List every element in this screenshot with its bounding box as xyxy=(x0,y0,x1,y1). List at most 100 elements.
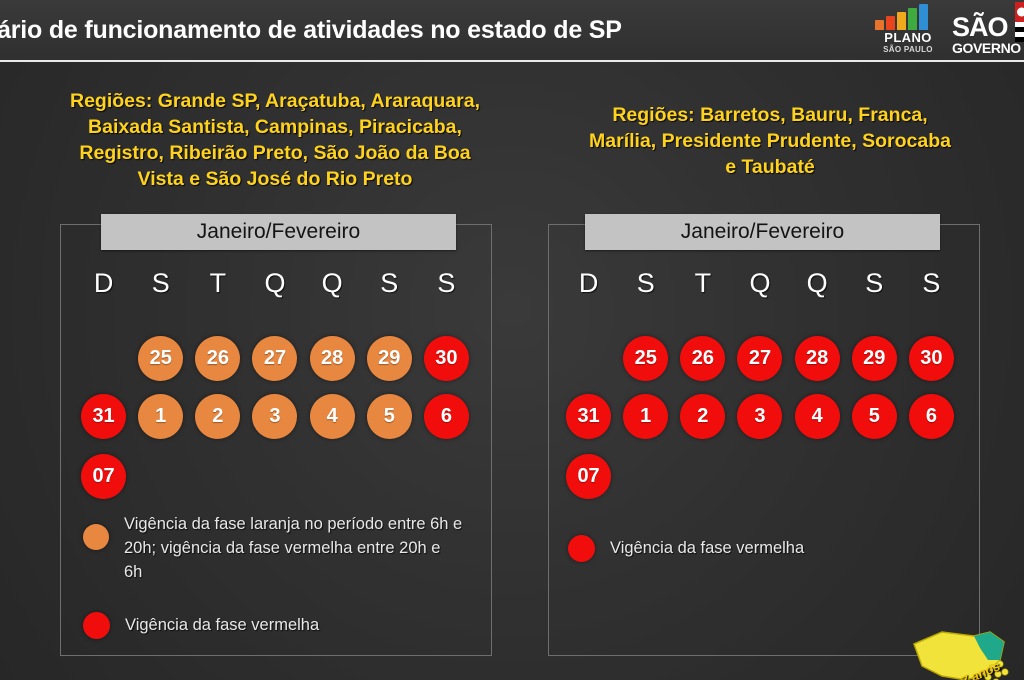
calendar-week-row: 07 xyxy=(560,452,960,500)
month-band-right: Janeiro/Fevereiro xyxy=(585,214,940,250)
calendar-cell xyxy=(617,452,674,500)
calendar-day-31-red[interactable]: 31 xyxy=(566,393,612,439)
calendar-week-row: 31 1 2 3 4 5 6 xyxy=(75,392,475,440)
calendar-day-29-orange[interactable]: 29 xyxy=(366,335,412,381)
calendar-day-26-orange[interactable]: 26 xyxy=(195,335,241,381)
calendar-day-4-orange[interactable]: 4 xyxy=(309,393,355,439)
plano-logo-bar xyxy=(897,12,906,30)
slide-body: Regiões: Grande SP, Araçatuba, Araraquar… xyxy=(0,62,1024,680)
weekday-label-0: D xyxy=(578,268,599,298)
regions-label-right: Regiões: Barretos, Bauru, Franca, Maríli… xyxy=(589,104,951,178)
calendar-cell: 28 xyxy=(304,334,361,382)
calendar-cell: 2 xyxy=(189,392,246,440)
calendar-cell xyxy=(304,452,361,500)
plano-logo-bar xyxy=(908,8,917,30)
calendar-day-28-orange[interactable]: 28 xyxy=(309,335,355,381)
calendar-cell xyxy=(246,452,303,500)
calendar-day-28-red[interactable]: 28 xyxy=(794,335,840,381)
slide-header: dário de funcionamento de atividades no … xyxy=(0,0,1024,62)
calendar-cell: 07 xyxy=(75,452,132,500)
calendar-day-5-red[interactable]: 5 xyxy=(851,393,897,439)
weekday-label-5: S xyxy=(380,268,399,298)
calendar-cell: 6 xyxy=(903,392,960,440)
calendar-cell xyxy=(418,452,475,500)
weekday-label-4: Q xyxy=(321,268,343,298)
calendar-cell: 29 xyxy=(361,334,418,382)
calendar-day-5-orange[interactable]: 5 xyxy=(366,393,412,439)
calendar-cell xyxy=(132,452,189,500)
legend-item-red: Vigência da fase vermelha xyxy=(83,612,463,639)
calendar-cell xyxy=(560,334,617,382)
header-divider xyxy=(0,60,1024,62)
plano-logo-bar xyxy=(875,20,884,30)
calendar-day-3-orange[interactable]: 3 xyxy=(252,393,298,439)
legend-swatch-orange xyxy=(83,524,109,550)
calendar-day-6-red[interactable]: 6 xyxy=(423,393,469,439)
weekday-label-1: S xyxy=(636,268,655,298)
calendar-cell: 30 xyxy=(418,334,475,382)
month-band-left: Janeiro/Fevereiro xyxy=(101,214,456,250)
calendar-day-1-orange[interactable]: 1 xyxy=(138,393,184,439)
calendar-day-26-red[interactable]: 26 xyxy=(680,335,726,381)
calendar-day-31-red[interactable]: 31 xyxy=(81,393,127,439)
plano-sao-paulo-logo: PLANO SÃO PAULO xyxy=(872,4,944,54)
calendar-day-27-orange[interactable]: 27 xyxy=(252,335,298,381)
calendar-cell: 31 xyxy=(75,392,132,440)
calendar-week-row: 25 26 27 28 29 30 xyxy=(75,334,475,382)
legend-label-red: Vigência da fase vermelha xyxy=(610,539,805,557)
weekday-label-6: S xyxy=(922,268,941,298)
weekday-label-1: S xyxy=(151,268,170,298)
calendar-cell xyxy=(903,452,960,500)
calendar-cell: 25 xyxy=(617,334,674,382)
calendar-cell: 26 xyxy=(189,334,246,382)
calendar-day-4-red[interactable]: 4 xyxy=(794,393,840,439)
legend-label-orange: Vigência da fase laranja no período entr… xyxy=(124,515,463,581)
legend-item-red: Vigência da fase vermelha xyxy=(568,535,928,562)
plano-logo-bar xyxy=(886,16,895,30)
calendar-cell: 4 xyxy=(304,392,361,440)
bar-chart-icon xyxy=(875,4,937,30)
calendar-cell: 25 xyxy=(132,334,189,382)
calendar-day-07-red[interactable]: 07 xyxy=(566,453,612,499)
calendar-cell: 29 xyxy=(846,334,903,382)
plano-logo-bar xyxy=(919,4,928,30)
calendar-day-6-red[interactable]: 6 xyxy=(908,393,954,439)
calendar-day-25-orange[interactable]: 25 xyxy=(138,335,184,381)
calendar-day-3-red[interactable]: 3 xyxy=(737,393,783,439)
calendar-day-25-red[interactable]: 25 xyxy=(623,335,669,381)
calendar-cell xyxy=(674,452,731,500)
calendar-day-30-red[interactable]: 30 xyxy=(908,335,954,381)
weekday-label-6: S xyxy=(437,268,456,298)
calendar-cell: 6 xyxy=(418,392,475,440)
calendar-cell xyxy=(846,452,903,500)
calendar-day-27-red[interactable]: 27 xyxy=(737,335,783,381)
sao-paulo-map-icon xyxy=(913,631,1009,680)
calendar-day-1-red[interactable]: 1 xyxy=(623,393,669,439)
calendar-day-07-red[interactable]: 07 xyxy=(81,453,127,499)
calendar-day-2-orange[interactable]: 2 xyxy=(195,393,241,439)
calendar-cell: 30 xyxy=(903,334,960,382)
calendar-cell: 5 xyxy=(846,392,903,440)
calendar-day-29-red[interactable]: 29 xyxy=(851,335,897,381)
calendar-cell: 27 xyxy=(731,334,788,382)
weekday-label-4: Q xyxy=(806,268,828,298)
calendar-cell xyxy=(75,334,132,382)
legend-item-orange: Vigência da fase laranja no período entr… xyxy=(83,512,463,584)
calendar-cell: 27 xyxy=(246,334,303,382)
calendar-week-row: 07 xyxy=(75,452,475,500)
calendar-day-2-red[interactable]: 2 xyxy=(680,393,726,439)
governo-logo-line1: SÃO P xyxy=(952,12,1024,42)
calendar-day-30-red[interactable]: 30 xyxy=(423,335,469,381)
watermark-line1: Região xyxy=(891,676,977,680)
calendar-cell xyxy=(731,452,788,500)
calendar-cell: 07 xyxy=(560,452,617,500)
weekday-label-5: S xyxy=(865,268,884,298)
calendar-cell: 4 xyxy=(789,392,846,440)
weekday-label-0: D xyxy=(93,268,114,298)
calendar-cell: 26 xyxy=(674,334,731,382)
legend-swatch-red xyxy=(83,612,110,639)
calendar-cell: 2 xyxy=(674,392,731,440)
calendar-cell xyxy=(361,452,418,500)
